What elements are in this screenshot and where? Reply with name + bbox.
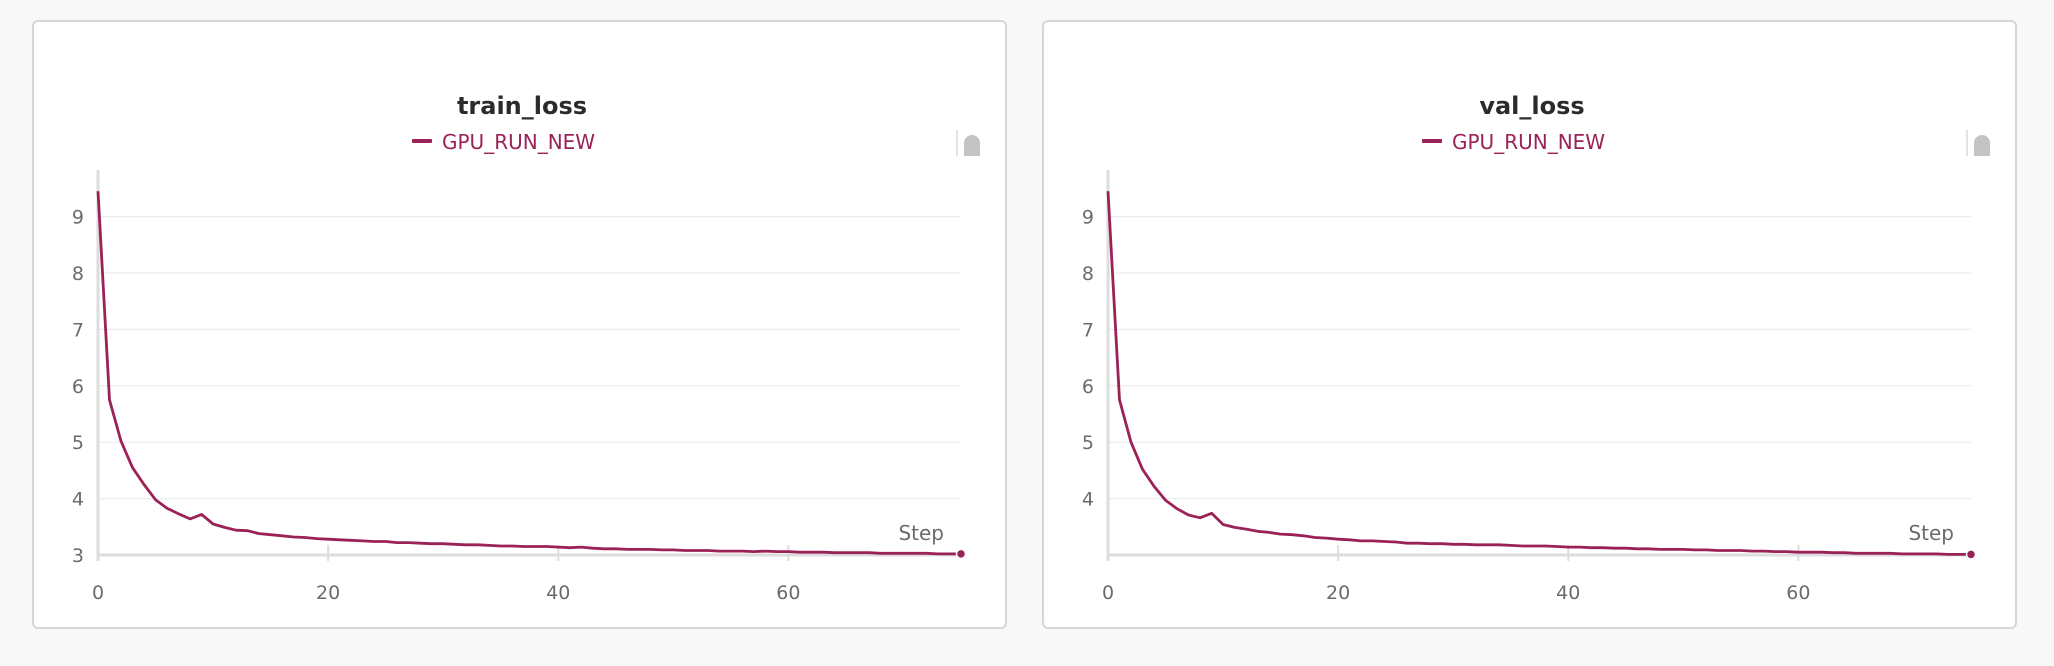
legend-label: GPU_RUN_NEW — [442, 130, 595, 154]
x-tick-label: 20 — [1326, 582, 1350, 604]
y-tick-label: 8 — [72, 263, 84, 285]
x-tick-label: 0 — [92, 582, 104, 604]
x-tick-label: 40 — [546, 582, 570, 604]
panel-menu-icon[interactable] — [1966, 130, 1990, 156]
plot-area: 4 5 6 7 8 9 0 20 40 60 — [1082, 170, 1977, 604]
y-tick-label: 7 — [72, 319, 84, 341]
y-tick-label: 9 — [72, 207, 84, 229]
y-tick-label: 6 — [1082, 376, 1094, 398]
x-tick-label: 60 — [776, 582, 800, 604]
x-tick-label: 40 — [1556, 582, 1580, 604]
panel-menu-icon[interactable] — [956, 130, 980, 156]
series-endpoint-marker[interactable] — [955, 548, 967, 560]
y-tick-label: 7 — [1082, 319, 1094, 341]
val-loss-panel: val_loss GPU_RUN_NEW 4 5 6 7 8 9 0 20 40 60 Step — [1042, 20, 2017, 629]
y-tick-label: 3 — [72, 545, 84, 567]
legend[interactable]: GPU_RUN_NEW — [412, 130, 595, 154]
plot-area: 3 4 5 6 7 8 9 0 20 40 60 — [72, 170, 967, 604]
series-endpoint-marker[interactable] — [1965, 549, 1977, 560]
series-line[interactable] — [1106, 191, 1971, 556]
legend-swatch — [1422, 139, 1442, 143]
x-tick-label: 0 — [1102, 582, 1114, 604]
train-loss-chart: train_loss GPU_RUN_NEW 3 4 5 6 7 8 9 0 20 40 60 St… — [72, 92, 980, 604]
x-tick-label: 60 — [1786, 582, 1810, 604]
legend[interactable]: GPU_RUN_NEW — [1422, 130, 1605, 154]
val-loss-chart: val_loss GPU_RUN_NEW 4 5 6 7 8 9 0 20 40 60 Step — [1082, 92, 1990, 604]
legend-label: GPU_RUN_NEW — [1452, 130, 1605, 154]
x-axis-label: Step — [1908, 521, 1954, 545]
y-tick-label: 5 — [1082, 432, 1094, 454]
series-line[interactable] — [96, 191, 961, 556]
y-tick-label: 9 — [1082, 207, 1094, 229]
chart-title: train_loss — [457, 92, 587, 120]
x-tick-label: 20 — [316, 582, 340, 604]
y-tick-label: 6 — [72, 376, 84, 398]
y-tick-label: 5 — [72, 432, 84, 454]
x-axis-label: Step — [898, 521, 944, 545]
y-tick-label: 8 — [1082, 263, 1094, 285]
y-tick-label: 4 — [1082, 489, 1094, 511]
legend-swatch — [412, 139, 432, 143]
train-loss-panel: train_loss GPU_RUN_NEW 3 4 5 6 7 8 9 0 20 40 60 St… — [32, 20, 1007, 629]
y-tick-label: 4 — [72, 489, 84, 511]
chart-title: val_loss — [1479, 92, 1584, 120]
